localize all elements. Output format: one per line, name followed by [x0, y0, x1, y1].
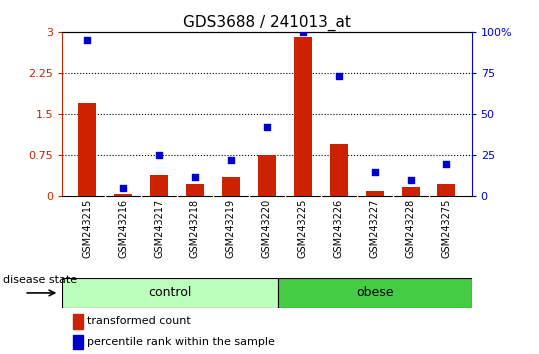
- Bar: [150, 175, 168, 196]
- Point: [191, 174, 199, 179]
- Text: GSM243220: GSM243220: [262, 199, 272, 258]
- Text: GSM243218: GSM243218: [190, 199, 200, 258]
- Point: [226, 158, 235, 163]
- Text: GSM243226: GSM243226: [334, 199, 344, 258]
- Bar: [278, 278, 472, 308]
- Text: transformed count: transformed count: [87, 316, 191, 326]
- Bar: [114, 194, 132, 196]
- Text: GSM243219: GSM243219: [226, 199, 236, 258]
- Bar: [438, 184, 455, 196]
- Bar: [78, 103, 96, 196]
- Title: GDS3688 / 241013_at: GDS3688 / 241013_at: [183, 14, 351, 30]
- Text: GSM243225: GSM243225: [298, 199, 308, 258]
- Text: GSM243227: GSM243227: [370, 199, 379, 258]
- Text: GSM243275: GSM243275: [441, 199, 452, 258]
- Text: GSM243215: GSM243215: [82, 199, 92, 258]
- Bar: [73, 335, 83, 349]
- Point: [334, 74, 343, 79]
- Bar: [258, 155, 276, 196]
- Point: [119, 185, 127, 191]
- Bar: [73, 314, 83, 329]
- Point: [370, 169, 379, 175]
- Bar: [186, 184, 204, 196]
- Text: GSM243216: GSM243216: [118, 199, 128, 258]
- Point: [155, 153, 163, 158]
- Bar: [62, 278, 278, 308]
- Point: [262, 125, 271, 130]
- Bar: [294, 38, 312, 196]
- Text: disease state: disease state: [3, 275, 77, 285]
- Bar: [402, 187, 419, 196]
- Bar: [222, 177, 240, 196]
- Point: [83, 37, 92, 43]
- Text: obese: obese: [356, 286, 393, 299]
- Text: control: control: [148, 286, 191, 299]
- Point: [442, 161, 451, 166]
- Point: [406, 177, 415, 183]
- Bar: [330, 144, 348, 196]
- Text: percentile rank within the sample: percentile rank within the sample: [87, 337, 275, 347]
- Text: GSM243217: GSM243217: [154, 199, 164, 258]
- Bar: [365, 191, 384, 196]
- Text: GSM243228: GSM243228: [405, 199, 416, 258]
- Point: [299, 29, 307, 35]
